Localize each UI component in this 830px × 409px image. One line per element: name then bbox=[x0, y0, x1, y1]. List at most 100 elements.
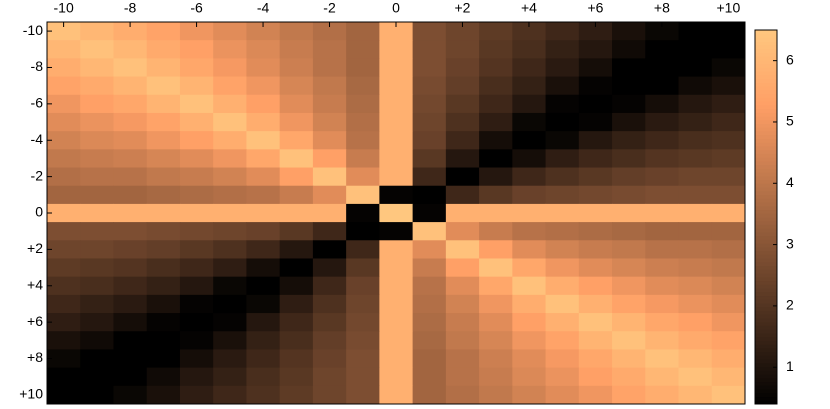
heatmap-cell bbox=[379, 40, 414, 59]
heatmap-cell bbox=[80, 367, 114, 387]
heatmap-cell bbox=[379, 149, 414, 169]
y-tick-label: -6 bbox=[31, 95, 44, 111]
colorbar-segment bbox=[755, 52, 777, 57]
heatmap-cell bbox=[179, 131, 214, 150]
heatmap-cell bbox=[578, 149, 613, 169]
heatmap-cell bbox=[80, 240, 114, 259]
heatmap-cell bbox=[612, 222, 646, 241]
heatmap-cell bbox=[312, 131, 347, 150]
heatmap-cell bbox=[80, 112, 114, 132]
y-tick-label: +2 bbox=[27, 240, 43, 256]
heatmap-cell bbox=[512, 349, 547, 369]
heatmap-cell bbox=[47, 40, 81, 59]
heatmap-cell bbox=[512, 185, 547, 205]
heatmap-cell bbox=[412, 367, 447, 387]
colorbar-segment bbox=[755, 164, 777, 169]
heatmap-cell bbox=[279, 349, 314, 369]
heatmap-cell bbox=[678, 349, 713, 369]
heatmap-cell bbox=[179, 276, 214, 296]
heatmap-cell bbox=[80, 94, 114, 114]
heatmap-cell bbox=[545, 22, 580, 41]
heatmap-cell bbox=[578, 40, 613, 59]
heatmap-cell bbox=[113, 58, 148, 78]
heatmap-cell bbox=[578, 167, 613, 187]
heatmap-cell bbox=[578, 94, 613, 114]
heatmap-cell bbox=[146, 222, 181, 241]
heatmap-cell bbox=[445, 349, 480, 369]
heatmap-cell bbox=[279, 58, 314, 78]
heatmap-cell bbox=[612, 167, 646, 187]
heatmap-cell bbox=[246, 294, 281, 314]
heatmap-cell bbox=[312, 149, 347, 169]
heatmap-cell bbox=[678, 185, 713, 205]
heatmap-cell bbox=[213, 331, 247, 350]
colorbar-segment bbox=[755, 310, 777, 315]
heatmap-cell bbox=[113, 367, 148, 387]
heatmap-cell bbox=[312, 294, 347, 314]
heatmap-cell bbox=[545, 149, 580, 169]
heatmap-cell bbox=[645, 167, 680, 187]
colorbar-segment bbox=[755, 187, 777, 192]
colorbar-segment bbox=[755, 41, 777, 46]
heatmap-cell bbox=[179, 203, 214, 223]
heatmap-cell bbox=[612, 149, 646, 169]
x-tick-label: -10 bbox=[54, 0, 74, 16]
heatmap-cell bbox=[346, 94, 380, 114]
heatmap-cell bbox=[179, 349, 214, 369]
heatmap-cell bbox=[246, 131, 281, 150]
heatmap-cell bbox=[445, 258, 480, 278]
heatmap-cell bbox=[47, 94, 81, 114]
colorbar-segment bbox=[755, 336, 777, 341]
colorbar-segment bbox=[755, 400, 777, 405]
heatmap-cell bbox=[80, 40, 114, 59]
colorbar-tick-label: 4 bbox=[786, 174, 794, 190]
heatmap-cell bbox=[711, 40, 746, 59]
heatmap-cell bbox=[612, 258, 646, 278]
heatmap-cell bbox=[47, 76, 81, 96]
heatmap-cell bbox=[479, 131, 513, 150]
heatmap-cell bbox=[113, 149, 148, 169]
heatmap-cell bbox=[80, 203, 114, 223]
x-tick-label: -2 bbox=[323, 0, 336, 16]
colorbar-tick-label: 6 bbox=[786, 51, 794, 67]
colorbar-segment bbox=[755, 235, 777, 240]
heatmap-cell bbox=[612, 313, 646, 332]
heatmap-cell bbox=[678, 385, 713, 405]
heatmap-cell bbox=[445, 131, 480, 150]
heatmap-cell bbox=[678, 240, 713, 259]
heatmap-cell bbox=[179, 58, 214, 78]
heatmap-cell bbox=[346, 331, 380, 350]
heatmap-cell bbox=[47, 367, 81, 387]
heatmap-cell bbox=[80, 313, 114, 332]
heatmap-cell bbox=[545, 167, 580, 187]
heatmap-cell bbox=[711, 294, 746, 314]
heatmap-cell bbox=[445, 58, 480, 78]
heatmap-cell bbox=[479, 40, 513, 59]
colorbar-segment bbox=[755, 332, 777, 338]
heatmap-cell bbox=[47, 222, 81, 241]
colorbar-segment bbox=[755, 44, 777, 50]
heatmap-cell bbox=[578, 76, 613, 96]
heatmap-cell bbox=[80, 58, 114, 78]
colorbar-segment bbox=[755, 108, 777, 113]
heatmap-cell bbox=[545, 240, 580, 259]
heatmap-cell bbox=[678, 313, 713, 332]
colorbar-segment bbox=[755, 325, 777, 330]
heatmap-cell bbox=[346, 222, 380, 241]
heatmap-cell bbox=[279, 22, 314, 41]
heatmap-cell bbox=[213, 149, 247, 169]
colorbar-segment bbox=[755, 389, 777, 394]
heatmap-cell bbox=[47, 185, 81, 205]
heatmap-cell bbox=[312, 349, 347, 369]
heatmap-cell bbox=[512, 367, 547, 387]
heatmap-cell bbox=[379, 76, 414, 96]
heatmap-cell bbox=[445, 240, 480, 259]
colorbar-segment bbox=[755, 183, 777, 188]
heatmap-cell bbox=[711, 131, 746, 150]
y-tick-label: +10 bbox=[19, 386, 43, 402]
colorbar-segment bbox=[755, 295, 777, 300]
heatmap-cell bbox=[279, 167, 314, 187]
heatmap-cell bbox=[146, 149, 181, 169]
y-tick-label: +6 bbox=[27, 313, 43, 329]
heatmap-cell bbox=[711, 222, 746, 241]
